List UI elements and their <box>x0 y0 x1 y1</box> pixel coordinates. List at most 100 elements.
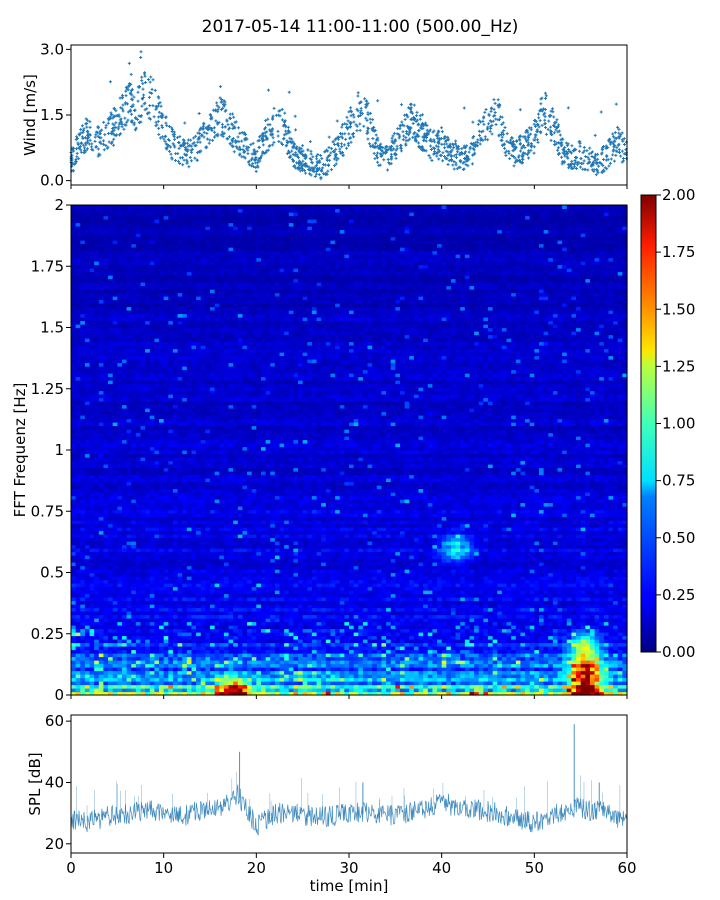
spectrogram-cell <box>275 618 280 622</box>
spectrogram-cell <box>117 608 122 612</box>
spectrogram-cell <box>395 671 400 675</box>
spectrogram-cell <box>451 608 456 612</box>
wind-point <box>130 73 133 76</box>
spectrogram-cell <box>423 618 428 622</box>
spectrogram-cell <box>303 650 308 654</box>
spectrogram-cell <box>252 674 257 678</box>
spectrogram-cell <box>168 611 173 615</box>
spectrogram-cell <box>539 671 544 675</box>
spectrogram-cell <box>469 681 474 685</box>
spectrogram-cell <box>76 622 81 626</box>
spectrogram-cell <box>368 671 373 675</box>
spectrogram-cell <box>391 678 396 682</box>
spectrogram-cell <box>187 622 192 626</box>
spectrogram-cell <box>141 615 146 619</box>
spectrogram-cell <box>442 629 447 633</box>
spectrogram-cell <box>358 629 363 633</box>
spectrogram-cell <box>363 650 368 654</box>
spectrogram-cell <box>205 643 210 647</box>
spectrogram-cell <box>136 650 141 654</box>
spectrogram-cell <box>525 611 530 615</box>
spectrogram-cell <box>270 650 275 654</box>
spectrogram-cell <box>178 681 183 685</box>
spectrogram-cell <box>349 653 354 657</box>
spectrogram-cell <box>516 618 521 622</box>
spectrogram-cell <box>340 681 345 685</box>
spectrogram-cell <box>465 664 470 668</box>
spectrogram-cell <box>117 639 122 643</box>
wind-point <box>181 163 184 166</box>
spectrogram-cell <box>71 643 76 647</box>
spectrogram-cell <box>520 685 525 689</box>
spectrogram-cell <box>317 657 322 661</box>
spectrogram-cell <box>90 632 95 636</box>
spectrogram-cell <box>604 681 609 685</box>
spectrogram-cell <box>76 636 81 640</box>
spectrogram-cell <box>131 646 136 650</box>
spectrogram-cell <box>377 657 382 661</box>
spectrogram-cell <box>117 681 122 685</box>
spectrogram-cell <box>321 618 326 622</box>
spectrogram-cell <box>395 632 400 636</box>
spectrogram-cell <box>368 674 373 678</box>
spectrogram-cell <box>127 643 132 647</box>
spectrogram-cell <box>330 674 335 678</box>
spectrogram-cell <box>576 632 581 636</box>
spectrogram-cell <box>261 608 266 612</box>
spectrogram-cell <box>191 632 196 636</box>
spectrogram-cell <box>344 671 349 675</box>
spectrogram-cell <box>539 611 544 615</box>
spectrogram-cell <box>576 604 581 608</box>
spectrogram-cell <box>613 622 618 626</box>
wind-point <box>152 78 155 81</box>
wind-point <box>170 153 173 156</box>
spectrogram-cell <box>266 653 271 657</box>
spectrogram-cell <box>210 601 215 605</box>
spectrogram-cell <box>289 618 294 622</box>
spectrogram-cell <box>520 664 525 668</box>
spectrogram-cell <box>544 667 549 671</box>
spectrogram-cell <box>210 608 215 612</box>
spectrogram-cell <box>182 653 187 657</box>
spectrogram-cell <box>303 660 308 664</box>
spectrogram-cell <box>604 643 609 647</box>
spectrogram-cell <box>469 650 474 654</box>
spectrogram-cell <box>293 660 298 664</box>
wind-point <box>310 152 313 155</box>
spectrogram-cell <box>178 653 183 657</box>
spectrogram-cell <box>238 639 243 643</box>
wind-point <box>508 157 511 160</box>
wind-point <box>482 123 485 126</box>
wind-point <box>484 135 487 138</box>
spectrogram-cell <box>576 625 581 629</box>
spectrogram-cell <box>215 650 220 654</box>
spectrogram-cell <box>122 601 127 605</box>
spectrogram-cell <box>201 629 206 633</box>
spectrogram-cell <box>423 636 428 640</box>
spectrogram-cell <box>474 685 479 689</box>
wind-point <box>352 120 355 123</box>
spectrogram-cell <box>85 608 90 612</box>
spectrogram-cell <box>585 664 590 668</box>
spectrogram-cell <box>127 615 132 619</box>
spectrogram-cell <box>516 650 521 654</box>
spectrogram-cell <box>303 653 308 657</box>
spectrogram-cell <box>99 664 104 668</box>
wind-point <box>140 105 143 108</box>
spectrogram-cell <box>127 685 132 689</box>
spectrogram-cell <box>377 688 382 692</box>
wind-point <box>112 138 115 141</box>
spectrogram-cell <box>400 604 405 608</box>
spectrogram-cell <box>381 664 386 668</box>
spectrogram-cell <box>465 604 470 608</box>
spectrogram-cell <box>409 622 414 626</box>
spectrogram-cell <box>544 622 549 626</box>
spectrogram-cell <box>173 604 178 608</box>
spectrogram-cell <box>154 636 159 640</box>
spectrogram-cell <box>358 667 363 671</box>
spectrogram-cell <box>493 611 498 615</box>
spectrogram-cell <box>224 639 229 643</box>
spectrogram-cell <box>127 657 132 661</box>
spectrogram-cell <box>150 674 155 678</box>
spectrogram-cell <box>539 608 544 612</box>
